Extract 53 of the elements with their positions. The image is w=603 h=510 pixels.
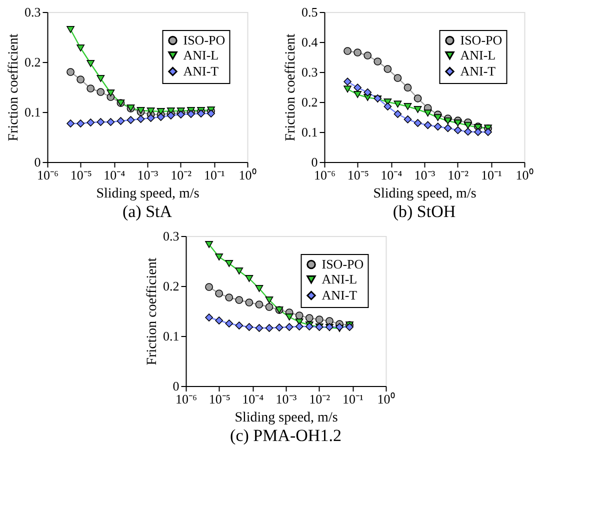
x-tick-label: 10⁰ [238, 168, 257, 182]
x-tick-label: 10⁻³ [137, 168, 158, 182]
y-tick-label: 0.5 [302, 4, 318, 20]
x-tick-label: 10⁻⁵ [70, 168, 92, 182]
legend-label: ISO-PO [183, 32, 226, 48]
x-axis-title: Sliding speed, m/s [373, 186, 476, 202]
x-tick-label: 10⁻³ [276, 392, 297, 406]
x-tick-label: 10⁻⁵ [208, 392, 230, 406]
legend-label: ANI-L [322, 272, 358, 286]
x-tick-label: 10⁻² [170, 168, 192, 182]
x-tick-label: 10⁰ [516, 168, 534, 182]
x-tick-label: 10⁻⁴ [242, 392, 264, 406]
y-tick-label: 0.2 [24, 54, 41, 70]
y-tick-label: 0 [311, 154, 318, 170]
y-tick-label: 0 [34, 154, 41, 170]
x-tick-label: 10⁰ [377, 392, 396, 406]
x-tick-label: 10⁻² [309, 392, 330, 406]
legend-label: ANI-T [460, 64, 496, 78]
x-axis-title: Sliding speed, m/s [234, 410, 338, 426]
x-tick-label: 10⁻⁵ [347, 168, 369, 182]
legend-label: ISO-PO [322, 256, 364, 272]
x-tick-label: 10⁻⁶ [314, 168, 336, 182]
text: (a) StA [122, 202, 173, 221]
x-tick-label: 10⁻⁶ [36, 168, 59, 182]
y-tick-label: 0.1 [24, 104, 41, 120]
y-tick-label: 0.1 [302, 124, 318, 140]
y-tick-label: 0.3 [302, 64, 318, 80]
x-tick-label: 10⁻⁶ [175, 392, 198, 406]
legend-label: ANI-T [322, 288, 358, 302]
text: (c) PMA-OH1.2 [230, 426, 342, 445]
x-tick-label: 10⁻¹ [480, 168, 502, 182]
x-tick-label: 10⁻¹ [342, 392, 364, 406]
legend-label: ANI-T [183, 64, 219, 78]
x-tick-label: 10⁻¹ [204, 168, 225, 182]
x-tick-label: 10⁻² [448, 168, 469, 182]
x-axis-title: Sliding speed, m/s [96, 186, 200, 202]
legend-label: ISO-PO [460, 32, 502, 48]
x-tick-label: 10⁻⁴ [104, 168, 126, 182]
y-axis-title: Friction coefficient [145, 258, 160, 366]
y-tick-label: 0.3 [163, 228, 180, 244]
y-tick-label: 0.1 [163, 328, 180, 344]
y-tick-label: 0.4 [302, 34, 318, 50]
y-tick-label: 0.2 [302, 94, 318, 110]
legend-label: ANI-L [183, 48, 219, 62]
legend-label: ANI-L [460, 48, 496, 62]
x-tick-label: 10⁻⁴ [380, 168, 403, 182]
y-axis-title: Friction coefficient [284, 34, 298, 142]
y-tick-label: 0 [172, 378, 180, 394]
y-axis-title: Friction coefficient [6, 34, 22, 142]
text: (b) StOH [392, 202, 456, 221]
x-tick-label: 10⁻³ [414, 168, 436, 182]
y-tick-label: 0.2 [163, 278, 180, 294]
y-tick-label: 0.3 [24, 4, 41, 20]
